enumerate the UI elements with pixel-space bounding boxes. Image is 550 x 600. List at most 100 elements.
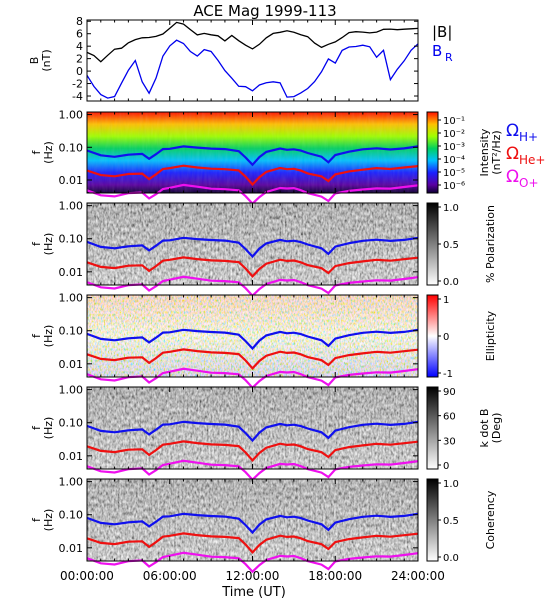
colorbar-tick-label: 0 [443, 461, 449, 472]
y-axis-label-line: f [30, 333, 43, 338]
colorbar-label-line: Intensity [478, 128, 491, 176]
y-tick-label: -2 [72, 78, 83, 91]
colorbar [426, 386, 439, 470]
y-tick-label: 0.01 [59, 542, 84, 555]
legend-omega-oplus: Ω [506, 167, 519, 187]
colorbar-label-line: (nT²/Hz) [490, 130, 503, 174]
overlay-line-heplus [86, 440, 419, 463]
y-axis-label: f (Hz) [30, 417, 55, 440]
panel-2: 1.00 0.10 0.01 f (Hz) 10⁻¹ 10⁻² 10⁻³ 10⁻⁴ 10⁻⁵ 10⁻… [30, 109, 545, 206]
y-axis-label-line: f [30, 517, 43, 522]
y-axis-label-line: (nT) [40, 49, 53, 71]
spectrogram-texture [87, 479, 418, 561]
series-br-line [86, 39, 419, 99]
colorbar-tick-label: 1.0 [443, 479, 459, 490]
y-tick-label: 0 [76, 65, 83, 78]
colorbar-label: Ellipticity [484, 310, 497, 361]
legend-br-sub: R [445, 51, 453, 64]
colorbar-label-line: Coherency [484, 490, 497, 549]
y-axis-label-line: f [30, 241, 43, 246]
overlay-line-heplus [86, 256, 419, 279]
spectrogram-texture [87, 295, 418, 377]
overlay-line-hplus [86, 236, 419, 259]
figure-title: ACE Mag 1999-113 [193, 2, 336, 20]
colorbar-tick-label: 10⁻⁴ [443, 155, 465, 166]
colorbar-label-line: Ellipticity [484, 310, 497, 361]
y-axis-label-line: (Hz) [42, 417, 55, 440]
y-axis-label-line: B [28, 57, 41, 65]
y-axis-label-line: f [30, 425, 43, 430]
legend-omega-hplus: Ω [506, 121, 519, 141]
colorbar-tick-label: 30 [443, 436, 456, 447]
b-legend: |B|B R [432, 23, 453, 64]
y-axis-label: f (Hz) [30, 141, 55, 164]
time-axis: 00:00:00 06:00:00 12:00:00 18:00:00 24:00:00 [60, 569, 445, 583]
colorbar-tick-label: 10⁻¹ [443, 116, 465, 127]
panel-5: 1.00 0.10 0.01 f (Hz) 90 60 30 0 k dot B (Deg) [30, 384, 503, 482]
y-tick-label: 1.00 [59, 476, 84, 489]
y-tick-label: 0.01 [59, 450, 84, 463]
y-tick-label: 1.00 [59, 109, 84, 122]
panel-4: 1.00 0.10 0.01 f (Hz) 1 0 -1 Ellipticity [30, 292, 497, 390]
overlay-line-oplus [86, 183, 419, 206]
colorbar-tick-label: 1.0 [443, 203, 459, 214]
y-axis-label-line: (Hz) [42, 233, 55, 256]
panel-6: 1.00 0.10 0.01 f (Hz) 1.0 0.5 0.0 Coherency [30, 476, 497, 574]
y-tick-label: 4 [76, 40, 83, 53]
y-tick-label: 0.10 [59, 325, 84, 338]
y-tick-label: 0.01 [59, 358, 84, 371]
colorbar-tick-label: 0.0 [443, 553, 459, 564]
colorbar-label: Coherency [484, 490, 497, 549]
overlay-line-hplus [86, 512, 419, 535]
y-tick-label: 8 [76, 15, 83, 28]
colorbar-tick-label: 10⁻² [443, 129, 465, 140]
colorbar-tick-label: 10⁻³ [443, 142, 465, 153]
y-axis-label-line: (Hz) [42, 141, 55, 164]
y-tick-label: 1.00 [59, 200, 84, 213]
overlay-line-hplus [86, 420, 419, 443]
colorbar-tick-label: 0.0 [443, 277, 459, 288]
x-tick-label: 00:00:00 [60, 569, 114, 583]
y-axis-label: f (Hz) [30, 325, 55, 348]
y-tick-label: 6 [76, 28, 83, 41]
y-tick-label: 0.10 [59, 141, 84, 154]
colorbar-label: k dot B (Deg) [478, 409, 503, 448]
y-tick-label: 0.01 [59, 174, 84, 187]
legend-omega-sub: O+ [519, 176, 539, 190]
y-tick-label: -4 [72, 90, 83, 103]
overlay-line-oplus [86, 367, 419, 390]
y-tick-label: 2 [76, 53, 83, 66]
colorbar-tick-label: 0.5 [443, 516, 459, 527]
spectrogram-texture [87, 203, 418, 285]
colorbar [426, 478, 439, 562]
y-axis-label-line: f [30, 149, 43, 154]
legend-br: B [432, 42, 442, 60]
overlay-line-hplus [86, 328, 419, 351]
colorbar [426, 202, 439, 286]
overlay-line-heplus [86, 348, 419, 371]
overlay-line-heplus [86, 532, 419, 555]
colorbar-tick-label: 10⁻⁶ [443, 181, 465, 192]
overlay-line-heplus [86, 164, 419, 187]
x-axis-label: Time (UT) [221, 585, 286, 600]
overlay-line-hplus [86, 145, 419, 167]
x-tick-label: 24:00:00 [391, 569, 445, 583]
y-tick-label: 1.00 [59, 384, 84, 397]
plot-area [87, 20, 418, 101]
colorbar-label-line: k dot B [478, 409, 491, 448]
overlay-line-oplus [86, 551, 419, 574]
x-tick-label: 12:00:00 [226, 569, 280, 583]
legend-omega-sub: He+ [519, 153, 545, 167]
overlay-line-oplus [86, 275, 419, 298]
colorbar-label-line: (Deg) [490, 413, 503, 444]
colorbar-label: % Polarization [484, 205, 497, 283]
y-axis-label: f (Hz) [30, 233, 55, 256]
legend-omega-sub: H+ [519, 130, 538, 144]
spectrogram-texture [87, 112, 418, 193]
colorbar-label: Intensity (nT²/Hz) [478, 128, 503, 176]
y-axis-label-line: (Hz) [42, 325, 55, 348]
y-tick-label: 1.00 [59, 292, 84, 305]
y-axis-label: f (Hz) [30, 509, 55, 532]
